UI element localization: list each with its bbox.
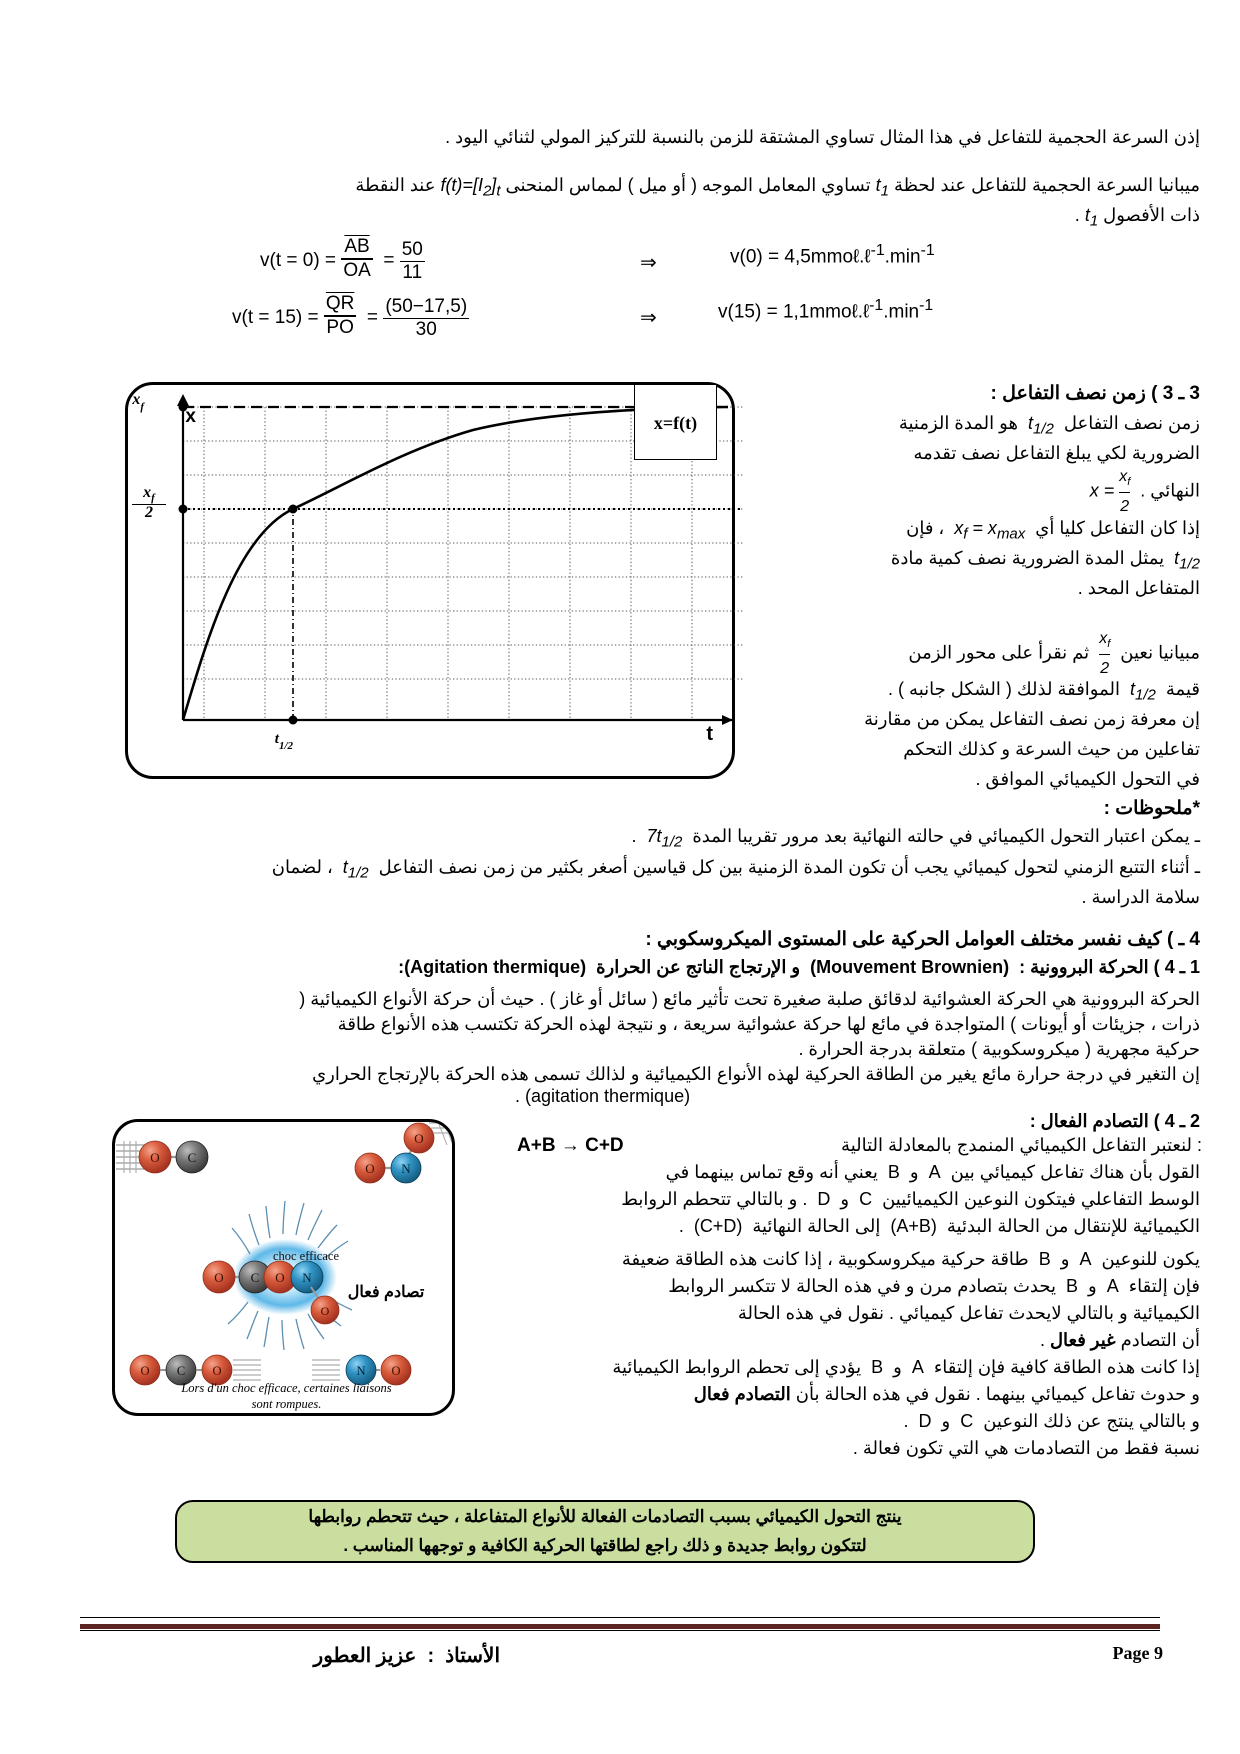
svg-text:t1/2: t1/2	[275, 731, 294, 752]
svg-text:t: t	[706, 723, 713, 745]
svg-text:x: x	[185, 406, 196, 427]
svg-text:O: O	[414, 1131, 423, 1146]
svg-text:xf: xf	[131, 391, 145, 413]
